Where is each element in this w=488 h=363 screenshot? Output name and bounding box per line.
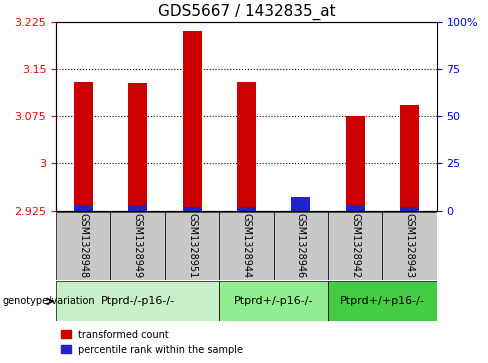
- Bar: [237, 207, 256, 211]
- Text: GSM1328946: GSM1328946: [296, 213, 306, 278]
- Bar: [74, 205, 93, 211]
- Text: GSM1328943: GSM1328943: [405, 213, 415, 278]
- Bar: [346, 116, 365, 211]
- Text: GSM1328949: GSM1328949: [133, 213, 142, 278]
- Text: Ptprd-/-p16-/-: Ptprd-/-p16-/-: [101, 296, 175, 306]
- Bar: [165, 212, 219, 280]
- Text: GSM1328944: GSM1328944: [242, 213, 251, 278]
- Bar: [219, 281, 328, 321]
- Text: GSM1328951: GSM1328951: [187, 213, 197, 278]
- Bar: [274, 212, 328, 280]
- Bar: [56, 281, 219, 321]
- Bar: [128, 83, 147, 211]
- Text: genotype/variation: genotype/variation: [2, 296, 95, 306]
- Bar: [128, 205, 147, 211]
- Bar: [74, 82, 93, 211]
- Bar: [56, 212, 110, 280]
- Bar: [110, 212, 165, 280]
- Bar: [183, 207, 202, 211]
- Bar: [237, 82, 256, 211]
- Bar: [346, 205, 365, 211]
- Text: Ptprd+/+p16-/-: Ptprd+/+p16-/-: [340, 296, 425, 306]
- Title: GDS5667 / 1432835_at: GDS5667 / 1432835_at: [158, 4, 335, 20]
- Text: GSM1328942: GSM1328942: [350, 213, 360, 278]
- Bar: [383, 212, 437, 280]
- Bar: [328, 212, 383, 280]
- Bar: [328, 281, 437, 321]
- Bar: [400, 105, 419, 211]
- Bar: [400, 207, 419, 211]
- Legend: transformed count, percentile rank within the sample: transformed count, percentile rank withi…: [61, 330, 244, 355]
- Bar: [183, 31, 202, 211]
- Bar: [291, 197, 310, 211]
- Text: Ptprd+/-p16-/-: Ptprd+/-p16-/-: [234, 296, 313, 306]
- Bar: [219, 212, 274, 280]
- Bar: [291, 207, 310, 211]
- Text: GSM1328948: GSM1328948: [78, 213, 88, 278]
